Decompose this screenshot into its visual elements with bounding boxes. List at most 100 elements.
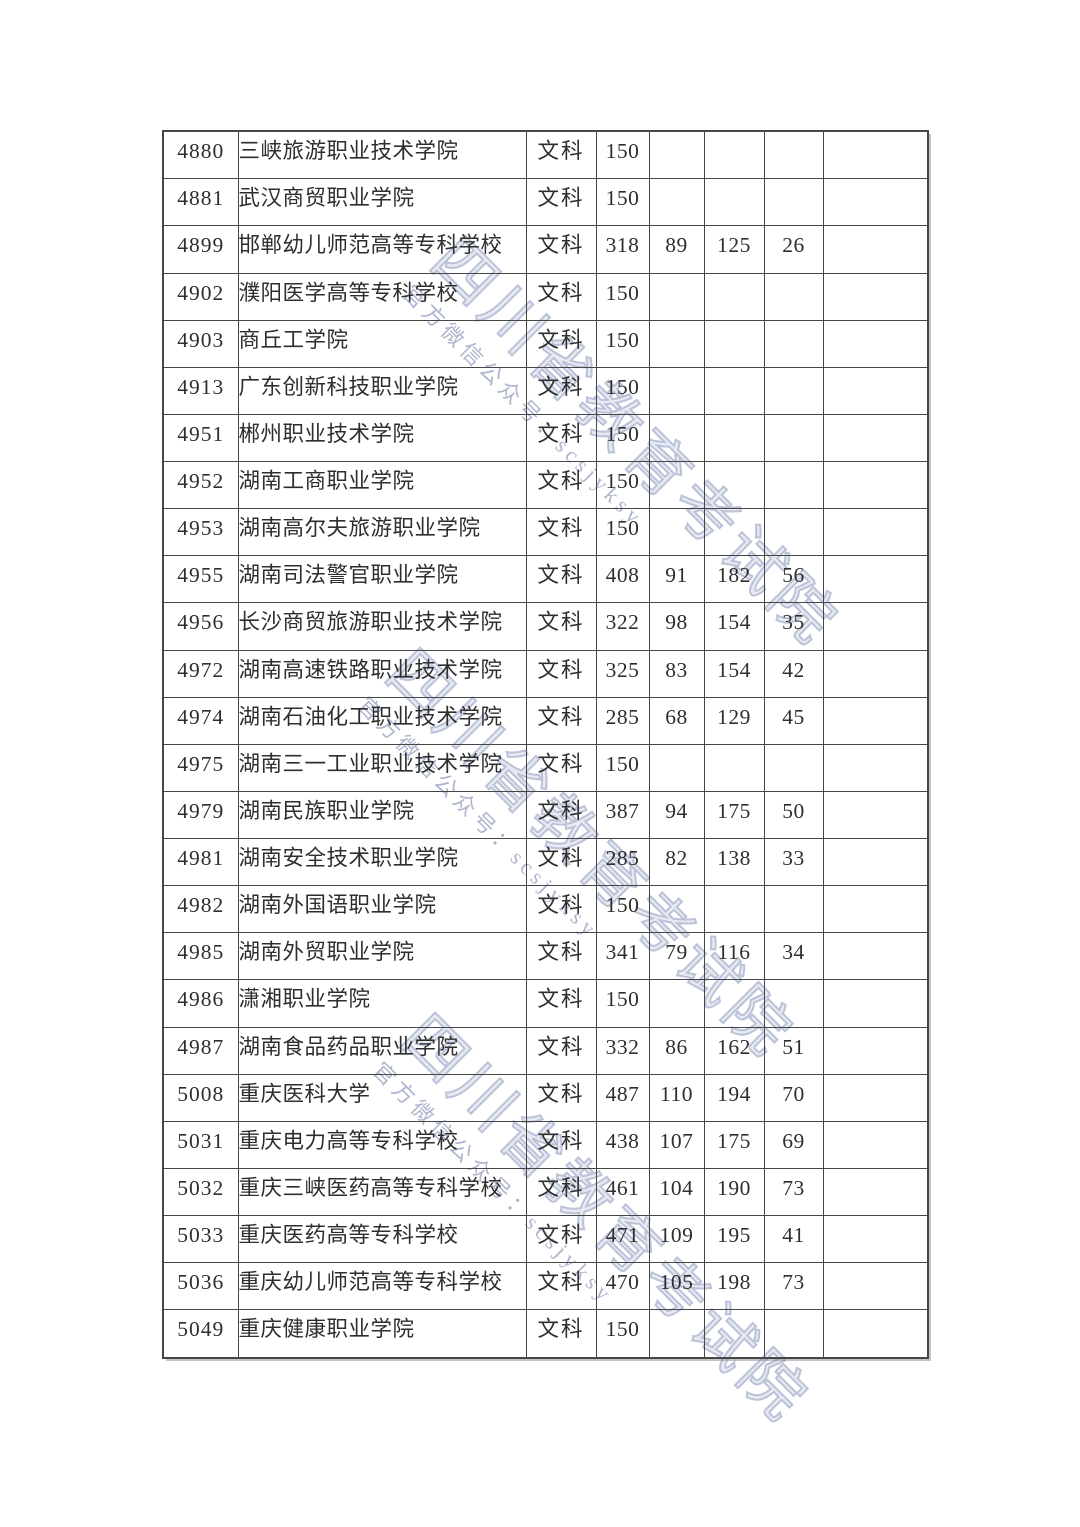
score-cell: 110 [648, 1073, 705, 1122]
score-cell: 129 [703, 696, 765, 745]
admission-score-table: 4880 三峡旅游职业技术学院 文科 150 4881 武汉商贸职业学院 文科 150 4899… [162, 130, 929, 1359]
score-cell: 138 [703, 838, 765, 887]
table-row: 4956 长沙商贸旅游职业技术学院 文科 322 98 154 35 [162, 602, 929, 651]
category-cell: 文科 [525, 1073, 597, 1122]
school-code-cell: 4903 [162, 319, 239, 368]
score-cell [648, 319, 705, 368]
total-score-cell: 285 [595, 838, 650, 887]
category-cell: 文科 [525, 602, 597, 651]
remark-cell [822, 413, 929, 463]
remark-cell [822, 178, 929, 227]
score-cell [703, 413, 765, 463]
score-cell: 94 [648, 790, 705, 840]
score-cell: 154 [703, 649, 765, 698]
score-cell [648, 885, 705, 934]
school-code-cell: 4899 [162, 225, 239, 274]
score-cell [648, 413, 705, 463]
remark-cell [822, 932, 929, 981]
score-table-body: 4880 三峡旅游职业技术学院 文科 150 4881 武汉商贸职业学院 文科 150 4899… [162, 130, 929, 1359]
school-code-cell: 4979 [162, 790, 239, 840]
score-cell: 89 [648, 225, 705, 274]
category-cell: 文科 [525, 1120, 597, 1169]
category-cell: 文科 [525, 413, 597, 463]
school-name-cell: 湖南工商职业学院 [237, 461, 527, 510]
school-name-cell: 湖南外国语职业学院 [237, 885, 527, 934]
score-cell: 98 [648, 602, 705, 651]
category-cell: 文科 [525, 178, 597, 227]
score-cell [648, 743, 705, 792]
table-row: 4982 湖南外国语职业学院 文科 150 [162, 885, 929, 934]
school-name-cell: 湖南食品药品职业学院 [237, 1026, 527, 1075]
total-score-cell: 150 [595, 979, 650, 1028]
score-cell [648, 272, 705, 321]
total-score-cell: 150 [595, 178, 650, 227]
table-row: 4881 武汉商贸职业学院 文科 150 [162, 178, 929, 227]
total-score-cell: 470 [595, 1262, 650, 1311]
school-code-cell: 4982 [162, 885, 239, 934]
score-cell: 42 [763, 649, 824, 698]
total-score-cell: 150 [595, 461, 650, 510]
school-name-cell: 重庆电力高等专科学校 [237, 1120, 527, 1169]
score-cell: 73 [763, 1167, 824, 1217]
score-cell [763, 979, 824, 1028]
total-score-cell: 325 [595, 649, 650, 698]
score-cell [763, 130, 824, 180]
category-cell: 文科 [525, 649, 597, 698]
table-row: 4880 三峡旅游职业技术学院 文科 150 [162, 130, 929, 180]
table-row: 4953 湖南高尔夫旅游职业学院 文科 150 [162, 508, 929, 557]
category-cell: 文科 [525, 1026, 597, 1075]
category-cell: 文科 [525, 319, 597, 368]
total-score-cell: 318 [595, 225, 650, 274]
remark-cell [822, 1167, 929, 1217]
school-code-cell: 5008 [162, 1073, 239, 1122]
score-cell: 68 [648, 696, 705, 745]
table-row: 5033 重庆医药高等专科学校 文科 471 109 195 41 [162, 1215, 929, 1264]
score-cell: 125 [703, 225, 765, 274]
score-cell: 82 [648, 838, 705, 887]
school-code-cell: 4952 [162, 461, 239, 510]
total-score-cell: 150 [595, 885, 650, 934]
school-name-cell: 商丘工学院 [237, 319, 527, 368]
table-row: 4985 湖南外贸职业学院 文科 341 79 116 34 [162, 932, 929, 981]
score-cell [703, 130, 765, 180]
school-code-cell: 4880 [162, 130, 239, 180]
score-cell: 33 [763, 838, 824, 887]
remark-cell [822, 366, 929, 415]
score-cell: 109 [648, 1215, 705, 1264]
category-cell: 文科 [525, 1215, 597, 1264]
score-cell: 175 [703, 1120, 765, 1169]
category-cell: 文科 [525, 225, 597, 274]
remark-cell [822, 838, 929, 887]
school-name-cell: 潇湘职业学院 [237, 979, 527, 1028]
total-score-cell: 487 [595, 1073, 650, 1122]
school-code-cell: 4985 [162, 932, 239, 981]
school-code-cell: 5049 [162, 1309, 239, 1359]
remark-cell [822, 319, 929, 368]
score-cell [648, 508, 705, 557]
score-cell [648, 366, 705, 415]
score-cell: 182 [703, 555, 765, 604]
category-cell: 文科 [525, 1262, 597, 1311]
score-cell: 83 [648, 649, 705, 698]
score-cell [648, 178, 705, 227]
remark-cell [822, 602, 929, 651]
score-cell: 116 [703, 932, 765, 981]
score-cell [763, 178, 824, 227]
school-name-cell: 湖南石油化工职业技术学院 [237, 696, 527, 745]
school-code-cell: 4955 [162, 555, 239, 604]
remark-cell [822, 508, 929, 557]
score-cell: 56 [763, 555, 824, 604]
school-name-cell: 湖南安全技术职业学院 [237, 838, 527, 887]
table-row: 4986 潇湘职业学院 文科 150 [162, 979, 929, 1028]
score-cell [763, 885, 824, 934]
category-cell: 文科 [525, 508, 597, 557]
table-row: 4987 湖南食品药品职业学院 文科 332 86 162 51 [162, 1026, 929, 1075]
school-name-cell: 湖南高速铁路职业技术学院 [237, 649, 527, 698]
school-name-cell: 武汉商贸职业学院 [237, 178, 527, 227]
school-name-cell: 郴州职业技术学院 [237, 413, 527, 463]
remark-cell [822, 1262, 929, 1311]
score-cell [703, 979, 765, 1028]
school-code-cell: 5036 [162, 1262, 239, 1311]
score-cell [648, 130, 705, 180]
